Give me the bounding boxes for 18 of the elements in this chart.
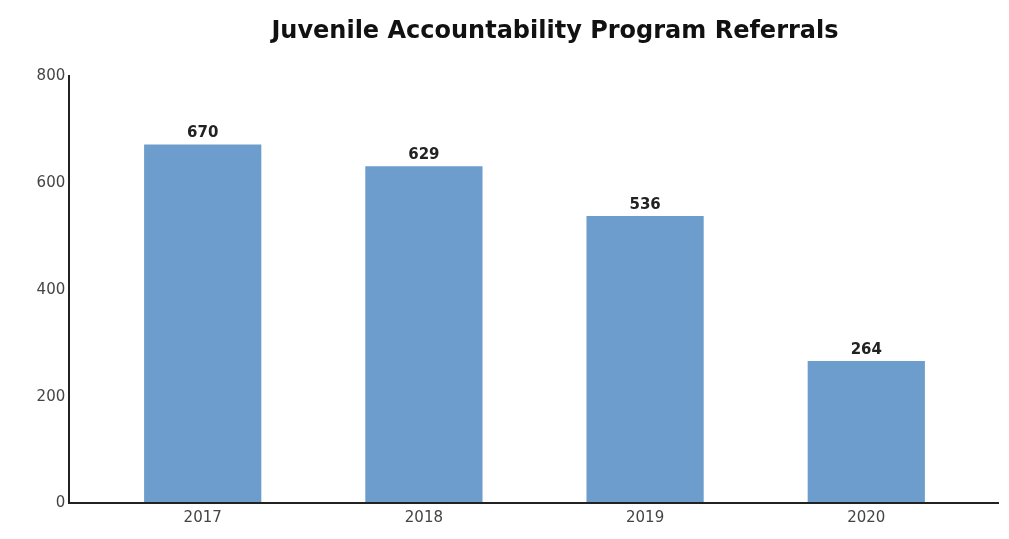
bar — [586, 215, 704, 502]
x-tick-label: 2019 — [626, 507, 665, 526]
bar — [807, 361, 925, 502]
data-label: 536 — [629, 194, 661, 213]
x-tick-label: 2017 — [183, 507, 222, 526]
x-tick-label: 2018 — [404, 507, 443, 526]
chart-title: Juvenile Accountability Program Referrals — [269, 16, 839, 45]
data-label: 264 — [850, 340, 882, 359]
y-tick-label: 0 — [55, 493, 66, 512]
bar — [144, 144, 262, 502]
y-tick-label: 200 — [36, 386, 66, 405]
bar — [365, 166, 483, 502]
y-tick-label: 600 — [36, 173, 66, 191]
x-tick-label: 2020 — [847, 507, 886, 526]
data-label: 670 — [187, 123, 219, 142]
y-tick-label: 400 — [36, 279, 66, 298]
y-tick-label: 800 — [36, 66, 66, 85]
data-label: 629 — [408, 145, 440, 164]
